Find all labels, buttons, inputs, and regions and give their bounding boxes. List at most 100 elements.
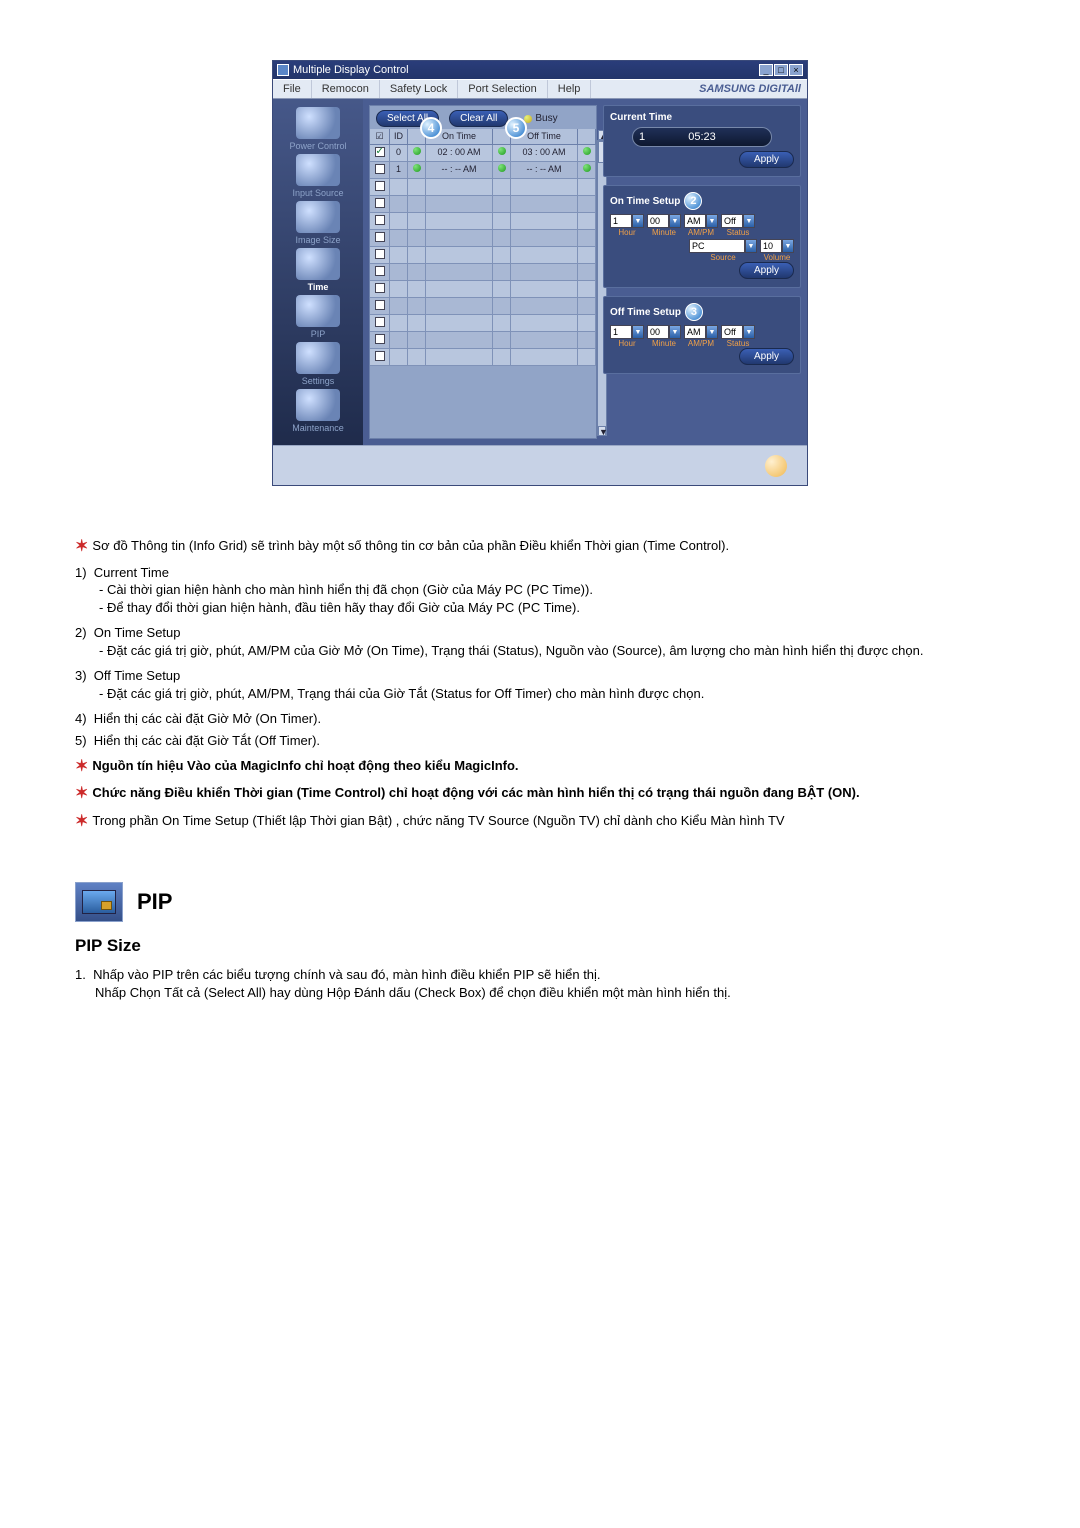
status-dot: [413, 147, 421, 155]
row-checkbox[interactable]: [375, 181, 385, 191]
sidebar-item-maintenance[interactable]: Maintenance: [280, 389, 356, 433]
status-dot: [498, 147, 506, 155]
dropdown-icon[interactable]: ▼: [632, 325, 644, 339]
sidebar-item-settings[interactable]: Settings: [280, 342, 356, 386]
on-time-panel: On Time Setup2 ▼ Hour ▼ Minute ▼ AM/PM: [603, 185, 801, 288]
on-source-input[interactable]: [689, 239, 745, 253]
sidebar: Power Control Input Source Image Size Ti…: [273, 99, 363, 445]
table-row[interactable]: [370, 213, 596, 230]
on-minute-input[interactable]: [647, 214, 669, 228]
off-status-input[interactable]: [721, 325, 743, 339]
menu-port-selection[interactable]: Port Selection: [458, 80, 547, 98]
brand-label: SAMSUNG DIGITAll: [689, 80, 807, 98]
row-checkbox[interactable]: [375, 164, 385, 174]
dropdown-icon[interactable]: ▼: [632, 214, 644, 228]
on-hour-input[interactable]: [610, 214, 632, 228]
status-dot: [583, 147, 591, 155]
row-checkbox[interactable]: [375, 334, 385, 344]
apply-button[interactable]: Apply: [739, 348, 794, 365]
dropdown-icon[interactable]: ▼: [743, 214, 755, 228]
sidebar-item-input[interactable]: Input Source: [280, 154, 356, 198]
menu-safety-lock[interactable]: Safety Lock: [380, 80, 458, 98]
clear-all-button[interactable]: Clear All: [449, 110, 508, 127]
table-row[interactable]: [370, 247, 596, 264]
dropdown-icon[interactable]: ▼: [669, 325, 681, 339]
row-checkbox[interactable]: [375, 351, 385, 361]
row-checkbox[interactable]: [375, 283, 385, 293]
settings-icon: [296, 342, 340, 374]
maximize-button[interactable]: □: [774, 64, 788, 76]
title-bar: Multiple Display Control _ □ ×: [273, 61, 807, 79]
star-icon: ✶: [75, 538, 88, 555]
input-icon: [296, 154, 340, 186]
menu-bar: File Remocon Safety Lock Port Selection …: [273, 79, 807, 99]
table-row[interactable]: [370, 281, 596, 298]
info-grid: Select All Clear All Busy ☑ ID 4 On Time…: [369, 105, 597, 439]
panel-title: On Time Setup: [610, 196, 680, 207]
on-ampm-input[interactable]: [684, 214, 706, 228]
dropdown-icon[interactable]: ▼: [706, 325, 718, 339]
table-row[interactable]: [370, 349, 596, 366]
app-window: Multiple Display Control _ □ × File Remo…: [272, 60, 808, 486]
row-checkbox[interactable]: [375, 147, 385, 157]
minimize-button[interactable]: _: [759, 64, 773, 76]
intro-text: Sơ đồ Thông tin (Info Grid) sẽ trình bày…: [92, 538, 729, 553]
info-icon: [765, 455, 787, 477]
image-size-icon: [296, 201, 340, 233]
callout-4: 4: [420, 117, 442, 139]
row-checkbox[interactable]: [375, 249, 385, 259]
table-row[interactable]: [370, 298, 596, 315]
table-row[interactable]: [370, 196, 596, 213]
dropdown-icon[interactable]: ▼: [745, 239, 757, 253]
row-checkbox[interactable]: [375, 215, 385, 225]
table-row[interactable]: [370, 179, 596, 196]
row-checkbox[interactable]: [375, 300, 385, 310]
time-icon: [296, 248, 340, 280]
pip-size-heading: PIP Size: [75, 936, 1005, 956]
menu-file[interactable]: File: [273, 80, 312, 98]
dropdown-icon[interactable]: ▼: [706, 214, 718, 228]
table-row[interactable]: 0 02 : 00 AM 03 : 00 AM: [370, 145, 596, 162]
off-hour-input[interactable]: [610, 325, 632, 339]
panel-title: Off Time Setup: [610, 307, 681, 318]
row-checkbox[interactable]: [375, 317, 385, 327]
dropdown-icon[interactable]: ▼: [743, 325, 755, 339]
off-ampm-input[interactable]: [684, 325, 706, 339]
dropdown-icon[interactable]: ▼: [669, 214, 681, 228]
apply-button[interactable]: Apply: [739, 262, 794, 279]
busy-indicator: Busy: [524, 113, 557, 124]
row-checkbox[interactable]: [375, 232, 385, 242]
table-row[interactable]: [370, 332, 596, 349]
table-row[interactable]: [370, 264, 596, 281]
dropdown-icon[interactable]: ▼: [782, 239, 794, 253]
table-row[interactable]: [370, 230, 596, 247]
menu-remocon[interactable]: Remocon: [312, 80, 380, 98]
status-bar: [273, 445, 807, 485]
apply-button[interactable]: Apply: [739, 151, 794, 168]
current-time-display: 1 05:23: [632, 127, 772, 147]
close-button[interactable]: ×: [789, 64, 803, 76]
sidebar-item-power[interactable]: Power Control: [280, 107, 356, 151]
table-row[interactable]: [370, 315, 596, 332]
table-row[interactable]: 1 -- : -- AM -- : -- AM: [370, 162, 596, 179]
pip-section-icon: [75, 882, 123, 922]
sidebar-item-pip[interactable]: PIP: [280, 295, 356, 339]
off-time-panel: Off Time Setup3 ▼Hour ▼Minute ▼AM/PM ▼St…: [603, 296, 801, 374]
off-minute-input[interactable]: [647, 325, 669, 339]
power-icon: [296, 107, 340, 139]
on-status-input[interactable]: [721, 214, 743, 228]
callout-2: 2: [684, 192, 702, 210]
sidebar-item-image[interactable]: Image Size: [280, 201, 356, 245]
menu-help[interactable]: Help: [548, 80, 592, 98]
pip-title: PIP: [137, 889, 172, 915]
row-checkbox[interactable]: [375, 266, 385, 276]
row-checkbox[interactable]: [375, 198, 385, 208]
star-icon: ✶: [75, 758, 88, 775]
status-dot: [498, 164, 506, 172]
on-volume-input[interactable]: [760, 239, 782, 253]
scroll-down-button[interactable]: ▼: [598, 426, 606, 436]
pip-icon: [296, 295, 340, 327]
pip-section-header: PIP: [75, 882, 1005, 922]
status-dot: [413, 164, 421, 172]
sidebar-item-time[interactable]: Time: [280, 248, 356, 292]
